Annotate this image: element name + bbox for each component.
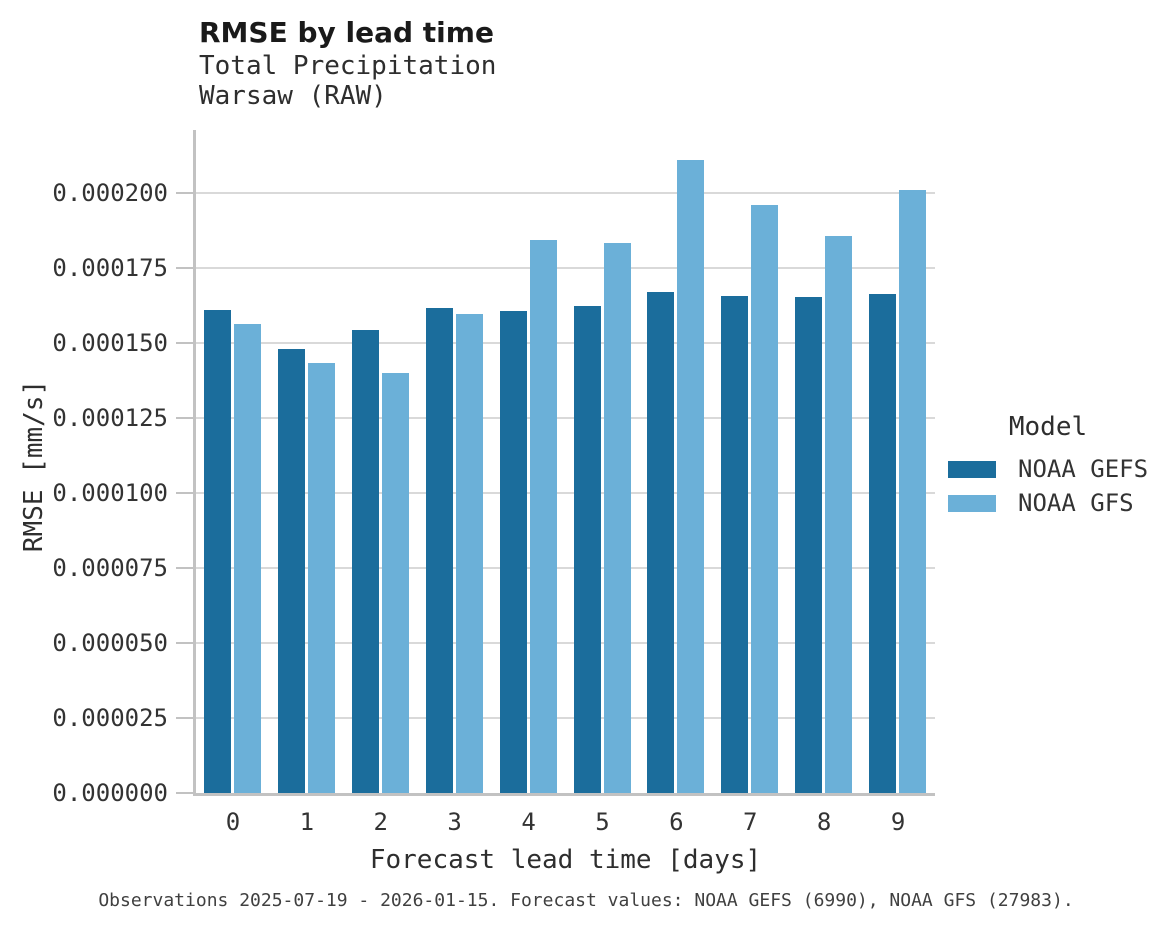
legend-title: Model bbox=[1008, 412, 1088, 442]
legend: Model NOAA GEFS NOAA GFS bbox=[948, 412, 1160, 520]
y-tick-0.00015 bbox=[176, 342, 196, 344]
bar-noaa-gefs-lead-4 bbox=[499, 310, 527, 793]
y-tick-0.000125 bbox=[176, 417, 196, 419]
bar-noaa-gfs-lead-0 bbox=[234, 323, 261, 793]
bar-noaa-gefs-lead-2 bbox=[351, 329, 379, 793]
legend-swatch-noaa-gefs bbox=[948, 460, 996, 478]
chart-subtitle-location: Warsaw (RAW) bbox=[199, 81, 387, 111]
x-tick-label-3: 3 bbox=[447, 808, 462, 836]
bar-noaa-gfs-lead-8 bbox=[825, 235, 853, 793]
bar-noaa-gefs-lead-8 bbox=[795, 297, 823, 793]
y-tick-0.000175 bbox=[176, 267, 196, 269]
gridline-y-0.000125 bbox=[196, 417, 935, 419]
gridline-y-0.0001 bbox=[196, 492, 935, 494]
bar-noaa-gfs-lead-3 bbox=[455, 313, 483, 793]
caption: Observations 2025-07-19 - 2026-01-15. Fo… bbox=[98, 890, 1074, 911]
gridline-y-0.000175 bbox=[196, 267, 935, 269]
x-axis-title: Forecast lead time [days] bbox=[369, 845, 762, 875]
gridline-y-0.00005 bbox=[196, 642, 935, 644]
y-tick-label-0.00015: 0.000150 bbox=[52, 329, 168, 357]
y-tick-label-0.000125: 0.000125 bbox=[52, 404, 168, 432]
bar-noaa-gfs-lead-2 bbox=[381, 373, 409, 793]
x-tick-label-6: 6 bbox=[669, 808, 684, 836]
y-tick-label-0.000025: 0.000025 bbox=[52, 704, 168, 732]
bar-noaa-gefs-lead-5 bbox=[573, 305, 601, 793]
bar-noaa-gefs-lead-9 bbox=[869, 293, 897, 793]
legend-swatch-noaa-gfs bbox=[948, 494, 996, 512]
legend-items: NOAA GEFS NOAA GFS bbox=[948, 452, 1160, 520]
y-tick-label-0.0001: 0.000100 bbox=[52, 479, 168, 507]
x-tick-label-4: 4 bbox=[521, 808, 536, 836]
chart-subtitle-variable: Total Precipitation bbox=[199, 51, 497, 81]
bar-noaa-gfs-lead-7 bbox=[751, 205, 779, 793]
y-tick-label-0.00005: 0.000050 bbox=[52, 629, 168, 657]
y-tick-0.0002 bbox=[176, 192, 196, 194]
legend-label-noaa-gfs: NOAA GFS bbox=[1018, 489, 1134, 517]
plot-area bbox=[193, 130, 935, 796]
bar-noaa-gfs-lead-1 bbox=[307, 362, 335, 793]
x-tick-label-0: 0 bbox=[225, 808, 241, 836]
x-tick-label-1: 1 bbox=[299, 808, 315, 836]
y-tick-0.00005 bbox=[176, 642, 196, 644]
legend-item-noaa-gfs: NOAA GFS bbox=[948, 486, 1160, 520]
page-title: RMSE by lead time bbox=[199, 16, 494, 49]
bar-noaa-gefs-lead-7 bbox=[721, 295, 749, 793]
x-tick-label-2: 2 bbox=[373, 808, 388, 836]
bar-noaa-gfs-lead-6 bbox=[677, 160, 705, 793]
bar-noaa-gefs-lead-6 bbox=[647, 292, 675, 793]
y-tick-label-0.0002: 0.000200 bbox=[52, 179, 168, 207]
gridline-y-0.0002 bbox=[196, 192, 935, 194]
y-tick-0 bbox=[176, 792, 196, 794]
gridline-y-0.00015 bbox=[196, 342, 935, 344]
bar-noaa-gefs-lead-1 bbox=[277, 349, 305, 793]
y-tick-0.0001 bbox=[176, 492, 196, 494]
y-tick-0.000025 bbox=[176, 717, 196, 719]
y-tick-label-0.000075: 0.000075 bbox=[52, 554, 168, 582]
x-tick-label-5: 5 bbox=[595, 808, 610, 836]
gridline-y-0.000025 bbox=[196, 717, 935, 719]
bar-noaa-gfs-lead-5 bbox=[603, 242, 631, 793]
x-tick-label-8: 8 bbox=[816, 808, 832, 836]
bar-noaa-gefs-lead-3 bbox=[425, 307, 453, 793]
bar-noaa-gfs-lead-9 bbox=[899, 190, 927, 793]
bar-noaa-gfs-lead-4 bbox=[529, 239, 557, 793]
bar-noaa-gefs-lead-0 bbox=[204, 310, 231, 793]
y-tick-label-0.000175: 0.000175 bbox=[52, 254, 168, 282]
y-tick-label-0: 0.000000 bbox=[52, 779, 168, 807]
x-tick-label-7: 7 bbox=[743, 808, 758, 836]
legend-label-noaa-gefs: NOAA GEFS bbox=[1018, 455, 1149, 483]
y-tick-0.000075 bbox=[176, 567, 196, 569]
gridline-y-0.000075 bbox=[196, 567, 935, 569]
legend-item-noaa-gefs: NOAA GEFS bbox=[948, 452, 1160, 486]
x-tick-label-9: 9 bbox=[890, 808, 906, 836]
